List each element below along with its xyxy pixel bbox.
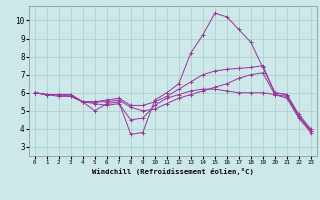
X-axis label: Windchill (Refroidissement éolien,°C): Windchill (Refroidissement éolien,°C)	[92, 168, 254, 175]
